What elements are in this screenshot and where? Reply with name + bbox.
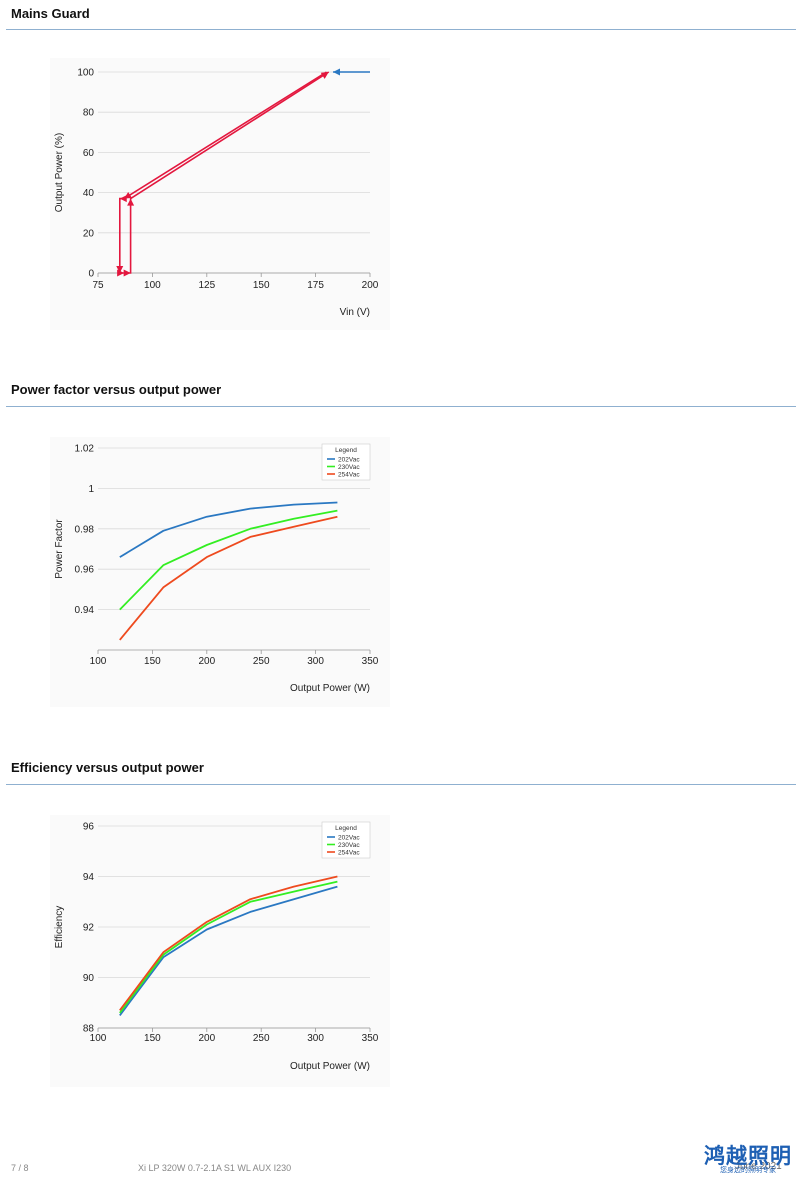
section-title-mains-guard: Mains Guard [11, 6, 90, 21]
arrowhead [123, 269, 131, 277]
section-title-efficiency: Efficiency versus output power [11, 760, 204, 775]
y-tick-label: 90 [83, 973, 95, 984]
series-line-202Vac [119, 885, 338, 1016]
efficiency-chart: 88 90 92 94 96 100 150 200 250 300 350 Efficiency Ou… [50, 815, 390, 1087]
x-tick-label: 100 [144, 280, 161, 291]
legend-label: 202Vac [338, 456, 360, 463]
x-tick-label: 250 [253, 656, 270, 667]
x-axis-title: Vin (V) [340, 307, 370, 318]
x-tick-label: 250 [253, 1033, 270, 1044]
y-tick-label: 1.02 [75, 444, 95, 455]
y-tick-label: 0.98 [75, 524, 95, 535]
y-tick-label: 40 [83, 188, 95, 199]
x-tick-label: 125 [198, 280, 215, 291]
legend-title: Legend [335, 825, 357, 832]
y-tick-label: 60 [83, 148, 95, 159]
x-tick-label: 150 [144, 1033, 161, 1044]
series-line-202Vac [119, 501, 338, 558]
x-tick-label: 100 [90, 1033, 107, 1044]
arrowhead [320, 72, 329, 79]
legend-label: 254Vac [338, 471, 360, 478]
arrowhead [333, 68, 341, 76]
arrowhead [127, 198, 135, 206]
section-divider [6, 406, 796, 407]
legend-label: 254Vac [338, 849, 360, 856]
legend-label: 202Vac [338, 834, 360, 841]
series-line-254Vac [119, 515, 338, 641]
section-divider [6, 29, 796, 30]
mains-guard-chart: 0 20 40 60 80 100 75 100 125 150 175 200 Output Powe… [50, 58, 390, 330]
x-tick-label: 200 [198, 656, 215, 667]
arrowhead [117, 269, 125, 277]
x-tick-label: 175 [307, 280, 324, 291]
y-tick-label: 0.94 [75, 605, 95, 616]
x-tick-label: 300 [307, 656, 324, 667]
x-tick-label: 150 [144, 656, 161, 667]
logo-text: 鸿越照明 [704, 1144, 792, 1168]
y-tick-label: 88 [83, 1024, 95, 1035]
y-tick-label: 100 [77, 68, 94, 79]
footer-page-number: 7 / 8 [11, 1163, 29, 1173]
series-path-1 [119, 71, 327, 274]
y-tick-label: 94 [83, 872, 95, 883]
y-tick-label: 1 [88, 484, 94, 495]
section-divider [6, 784, 796, 785]
legend-label: 230Vac [338, 842, 360, 849]
x-tick-label: 350 [362, 1033, 379, 1044]
power-factor-chart: 0.94 0.96 0.98 1 1.02 100 150 200 250 300 350 Power… [50, 437, 390, 707]
series-line-230Vac [119, 509, 338, 611]
y-tick-label: 0 [88, 269, 94, 280]
x-tick-label: 200 [362, 280, 379, 291]
y-tick-label: 0.96 [75, 565, 95, 576]
y-axis-title: Power Factor [54, 519, 65, 579]
x-axis-title: Output Power (W) [290, 683, 370, 694]
arrowhead [116, 266, 124, 273]
legend-title: Legend [335, 447, 357, 454]
x-tick-label: 350 [362, 656, 379, 667]
x-axis-title: Output Power (W) [290, 1061, 370, 1072]
series-line-254Vac [119, 875, 338, 1011]
series-path-2 [126, 71, 330, 274]
legend-label: 230Vac [338, 464, 360, 471]
chart-svg: 0 20 40 60 80 100 75 100 125 150 175 200 Output Powe… [54, 68, 379, 319]
y-axis-title: Efficiency [54, 906, 65, 949]
footer-date: June 2021 [735, 1161, 782, 1172]
y-tick-label: 80 [83, 108, 95, 119]
y-axis-title: Output Power (%) [54, 133, 65, 212]
company-logo: 鸿越照明 您身边的照明专家 [702, 1145, 794, 1175]
arrowhead [119, 195, 127, 203]
series-line-230Vac [119, 880, 338, 1014]
x-tick-label: 75 [92, 280, 104, 291]
logo-tagline: 您身边的照明专家 [720, 1167, 776, 1174]
x-tick-label: 100 [90, 656, 107, 667]
y-tick-label: 20 [83, 228, 95, 239]
footer-product-name: Xi LP 320W 0.7-2.1A S1 WL AUX I230 [138, 1163, 292, 1173]
chart-svg: 0.94 0.96 0.98 1 1.02 100 150 200 250 300 350 Power… [54, 444, 379, 695]
chart-svg: 88 90 92 94 96 100 150 200 250 300 350 Efficiency Ou… [54, 822, 379, 1073]
y-tick-label: 96 [83, 822, 95, 833]
x-tick-label: 200 [198, 1033, 215, 1044]
x-tick-label: 150 [253, 280, 270, 291]
x-tick-label: 300 [307, 1033, 324, 1044]
y-tick-label: 92 [83, 923, 95, 934]
section-title-power-factor: Power factor versus output power [11, 382, 222, 397]
